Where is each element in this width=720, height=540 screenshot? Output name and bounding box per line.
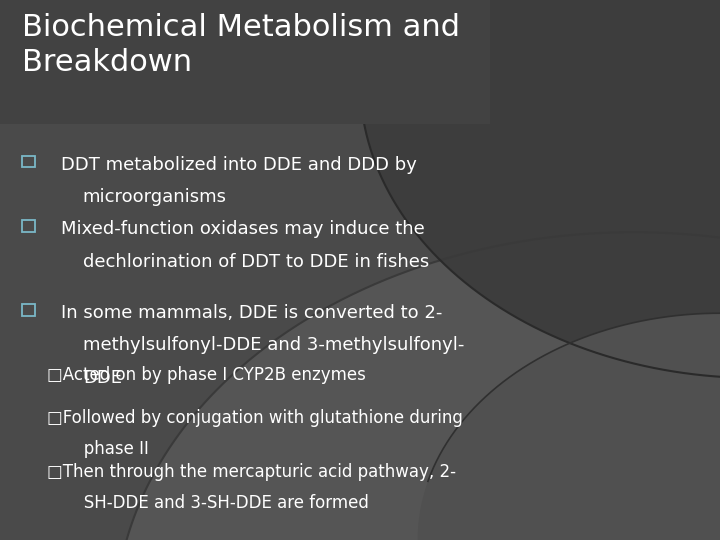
Text: dechlorination of DDT to DDE in fishes: dechlorination of DDT to DDE in fishes (83, 253, 429, 271)
Text: microorganisms: microorganisms (83, 188, 227, 206)
Text: □Then through the mercapturic acid pathway, 2-: □Then through the mercapturic acid pathw… (47, 463, 456, 481)
Text: Mixed-function oxidases may induce the: Mixed-function oxidases may induce the (61, 220, 425, 238)
Text: □Followed by conjugation with glutathione during: □Followed by conjugation with glutathion… (47, 409, 463, 427)
Text: DDT metabolized into DDE and DDD by: DDT metabolized into DDE and DDD by (61, 156, 417, 173)
Circle shape (360, 0, 720, 378)
Text: phase II: phase II (68, 440, 149, 458)
Text: Biochemical Metabolism and
Breakdown: Biochemical Metabolism and Breakdown (22, 14, 459, 77)
Text: In some mammals, DDE is converted to 2-: In some mammals, DDE is converted to 2- (61, 304, 443, 322)
Circle shape (115, 232, 720, 540)
Text: DDE: DDE (83, 369, 122, 387)
Text: □Acted on by phase I CYP2B enzymes: □Acted on by phase I CYP2B enzymes (47, 366, 366, 383)
Text: methylsulfonyl-DDE and 3-methylsulfonyl-: methylsulfonyl-DDE and 3-methylsulfonyl- (83, 336, 464, 354)
Circle shape (418, 313, 720, 540)
Text: SH-DDE and 3-SH-DDE are formed: SH-DDE and 3-SH-DDE are formed (68, 494, 369, 512)
FancyBboxPatch shape (0, 0, 490, 124)
